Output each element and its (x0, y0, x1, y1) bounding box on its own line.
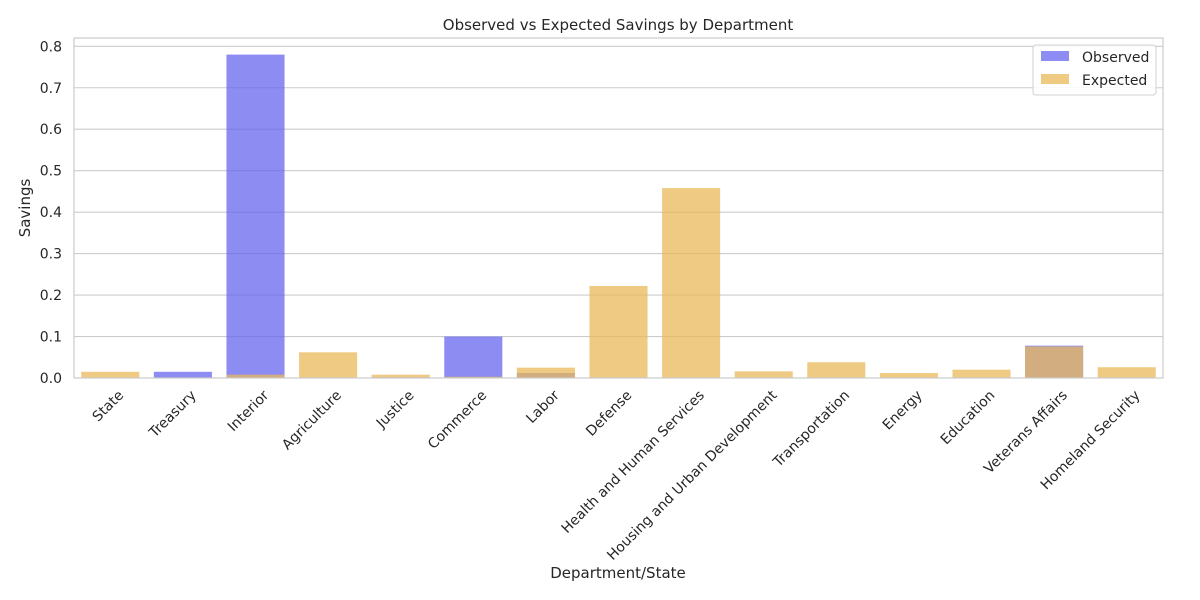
x-axis-label: Department/State (550, 564, 686, 582)
y-tick-label: 0.1 (40, 330, 62, 346)
bar-expected-labor (516, 367, 575, 378)
y-tick-label: 0.2 (40, 288, 62, 304)
bar-expected-transportation (807, 362, 866, 378)
bar-observed-treasury (153, 371, 212, 378)
legend: Observed Expected (1032, 44, 1157, 96)
bar-expected-homeland-security (1097, 367, 1156, 378)
bar-expected-defense (589, 285, 648, 378)
y-tick-label: 0.5 (40, 164, 62, 180)
y-tick-label: 0.6 (40, 122, 62, 138)
plot-frame (73, 37, 1164, 379)
bar-expected-health-and-human-services (662, 188, 721, 378)
y-tick-label: 0.8 (40, 39, 62, 55)
bar-expected-energy (879, 373, 938, 378)
chart-title: Observed vs Expected Savings by Departme… (443, 16, 794, 34)
legend-label-expected: Expected (1082, 73, 1147, 89)
y-tick-labels: 0.0 0.1 0.2 0.3 0.4 0.5 0.6 0.7 0.8 (40, 39, 62, 387)
bar-expected-education (952, 369, 1011, 378)
y-tick-label: 0.4 (40, 205, 62, 221)
bar-expected-housing-and-urban-development (734, 371, 793, 378)
legend-swatch-expected (1041, 74, 1069, 84)
y-tick-label: 0.3 (40, 247, 62, 263)
bar-observed-interior (226, 54, 285, 379)
y-tick-label: 0.0 (40, 371, 62, 387)
bar-expected-commerce (444, 376, 503, 378)
bar-observed-commerce (444, 336, 503, 378)
bar-expected-agriculture (299, 352, 358, 378)
bar-expected-justice (371, 374, 430, 378)
legend-swatch-observed (1041, 51, 1069, 61)
bar-expected-state (81, 371, 140, 378)
bar-expected-veterans-affairs (1025, 346, 1084, 378)
bar-expected-interior (226, 374, 285, 378)
y-tick-label: 0.7 (40, 81, 62, 97)
bars (81, 54, 1156, 379)
legend-label-observed: Observed (1082, 50, 1149, 66)
y-axis-label: Savings (16, 179, 34, 238)
